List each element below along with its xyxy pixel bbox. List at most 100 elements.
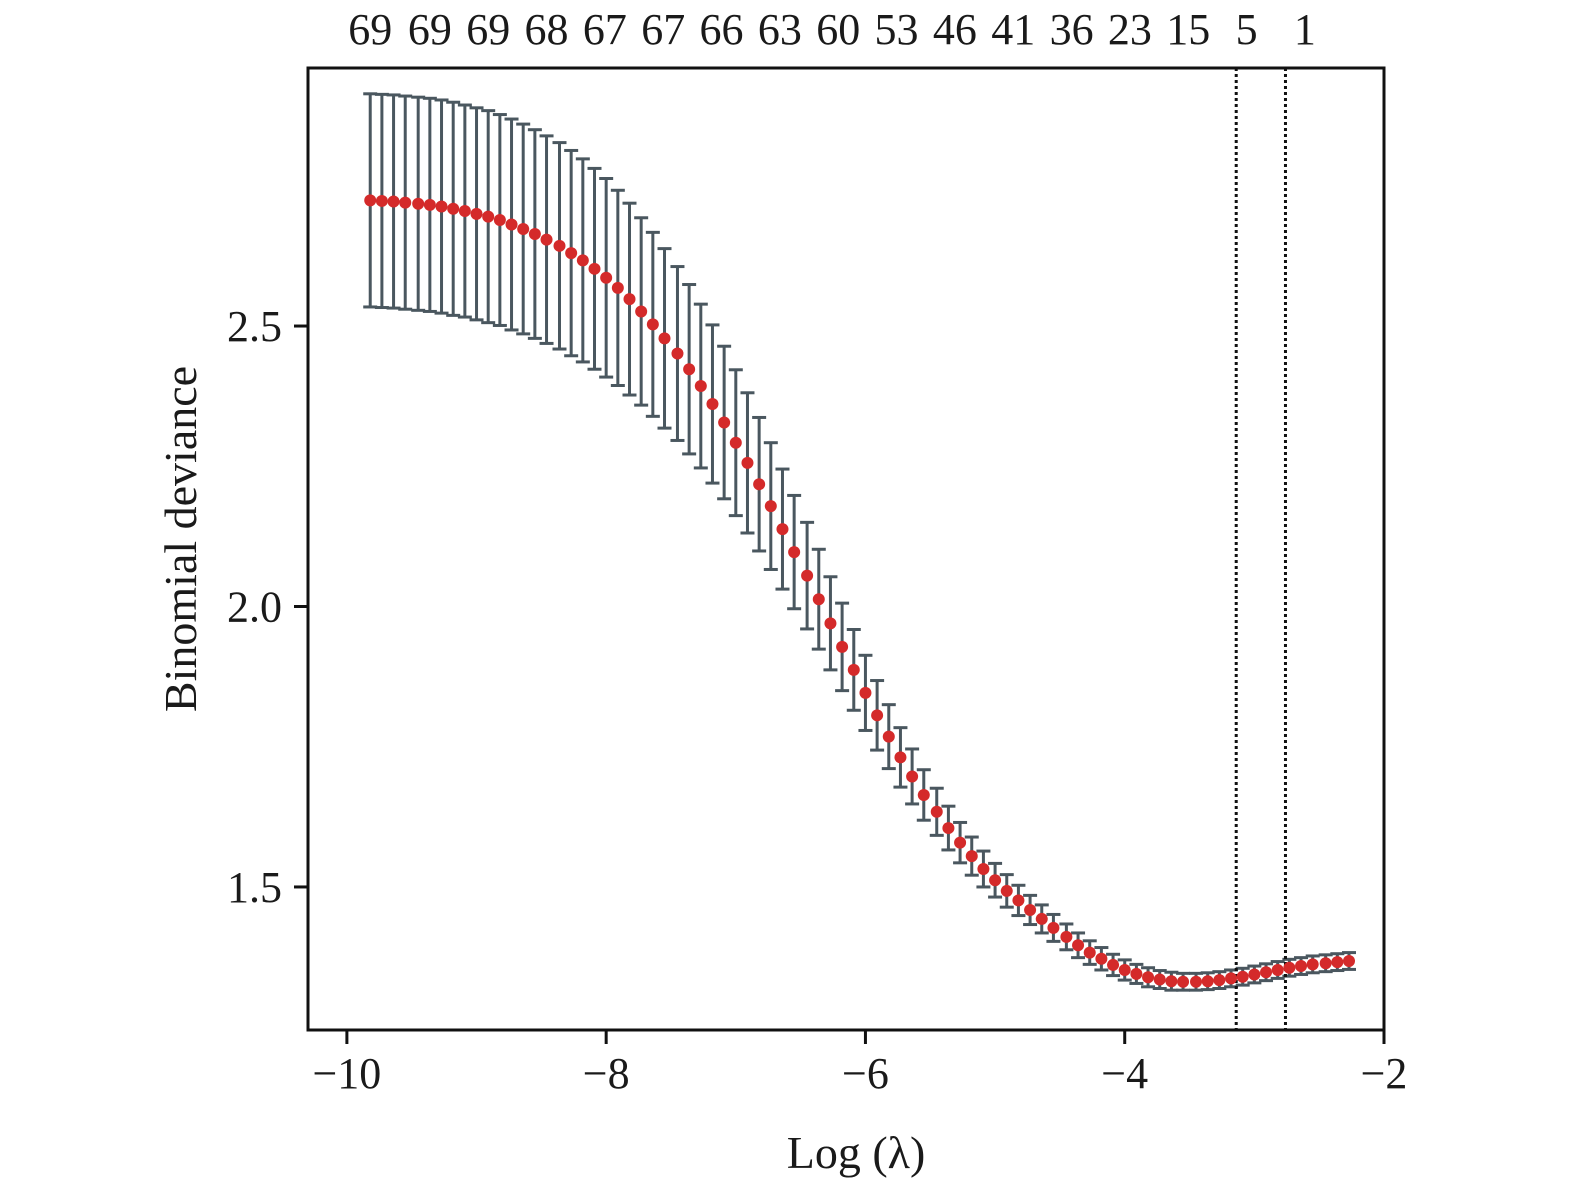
- data-point: [447, 202, 460, 215]
- data-point: [1047, 921, 1060, 934]
- data-point: [683, 363, 696, 376]
- data-point: [1306, 958, 1319, 971]
- data-point: [882, 730, 895, 743]
- data-point: [706, 397, 719, 410]
- data-point: [930, 805, 943, 818]
- data-point: [1107, 958, 1120, 971]
- data-point: [1035, 912, 1048, 925]
- data-point: [989, 874, 1002, 887]
- x-tick-label: −2: [1361, 1049, 1408, 1098]
- data-point: [470, 207, 483, 220]
- data-point: [1319, 957, 1332, 970]
- data-point: [635, 305, 648, 318]
- top-axis-label: 69: [348, 5, 392, 54]
- data-point: [1225, 972, 1238, 985]
- data-point: [694, 380, 707, 393]
- data-point: [836, 640, 849, 653]
- data-point: [942, 822, 955, 835]
- data-point: [741, 456, 754, 469]
- data-point: [1271, 963, 1284, 976]
- top-axis-label: 1: [1294, 5, 1316, 54]
- data-point: [482, 210, 495, 223]
- x-axis-title: Log (λ): [787, 1127, 926, 1178]
- x-tick-label: −8: [583, 1049, 630, 1098]
- top-axis-label: 5: [1236, 5, 1258, 54]
- data-point: [1165, 975, 1178, 988]
- data-point: [718, 416, 731, 429]
- data-point: [364, 194, 377, 207]
- top-axis-label: 15: [1166, 5, 1210, 54]
- data-point: [412, 197, 425, 210]
- data-point: [423, 198, 436, 211]
- y-tick-label: 1.5: [227, 863, 282, 912]
- top-axis-label: 60: [816, 5, 860, 54]
- data-point: [1283, 961, 1296, 974]
- data-point: [458, 205, 471, 218]
- data-point: [801, 569, 814, 582]
- point-layer: [364, 194, 1355, 988]
- reference-line-layer: [1234, 68, 1287, 1030]
- data-point: [1153, 973, 1166, 986]
- x-tick-label: −6: [842, 1049, 889, 1098]
- data-point: [1095, 952, 1108, 965]
- top-axis-label: 53: [875, 5, 919, 54]
- data-point: [611, 281, 624, 294]
- data-point: [399, 196, 412, 209]
- data-point: [1213, 974, 1226, 987]
- data-point: [528, 228, 541, 241]
- data-point: [1130, 967, 1143, 980]
- data-point: [1024, 903, 1037, 916]
- data-point: [1012, 894, 1025, 907]
- data-point: [859, 686, 872, 699]
- data-point: [576, 254, 589, 267]
- top-axis-label: 66: [700, 5, 744, 54]
- data-point: [764, 500, 777, 513]
- top-axis-label: 46: [933, 5, 977, 54]
- top-axis-labels: 69 69 69 68 67 67 66 63 60 53 46 41 36 23 15 5 1: [348, 5, 1316, 54]
- data-point: [565, 247, 578, 260]
- data-point: [553, 239, 566, 252]
- data-point: [1260, 966, 1273, 979]
- data-point: [729, 436, 742, 449]
- data-point: [375, 194, 388, 207]
- data-point: [753, 478, 766, 491]
- x-tick-label: −10: [312, 1049, 381, 1098]
- y-tick-label: 2.0: [227, 582, 282, 631]
- data-point: [658, 332, 671, 345]
- data-point: [1083, 946, 1096, 959]
- top-axis-label: 67: [641, 5, 685, 54]
- data-point: [1342, 955, 1355, 968]
- data-point: [906, 770, 919, 783]
- data-point: [847, 663, 860, 676]
- data-point: [917, 788, 930, 801]
- data-point: [894, 751, 907, 764]
- data-point: [1295, 960, 1308, 973]
- data-point: [788, 546, 801, 559]
- x-axis: −10 −8 −6 −4 −2: [312, 1030, 1407, 1098]
- data-point: [505, 218, 518, 231]
- data-point: [1118, 963, 1131, 976]
- data-point: [1248, 968, 1261, 981]
- data-point: [1060, 930, 1073, 943]
- data-point: [1142, 971, 1155, 984]
- data-point: [954, 836, 967, 849]
- data-point: [1331, 956, 1344, 969]
- x-tick-label: −4: [1101, 1049, 1148, 1098]
- top-axis-label: 63: [758, 5, 802, 54]
- data-point: [387, 195, 400, 208]
- data-point: [965, 850, 978, 863]
- data-point: [1201, 975, 1214, 988]
- data-point: [1177, 975, 1190, 988]
- y-axis-title: Binomial deviance: [155, 366, 206, 712]
- data-point: [871, 709, 884, 722]
- top-axis-label: 69: [408, 5, 452, 54]
- top-axis-label: 67: [583, 5, 627, 54]
- data-point: [623, 293, 636, 306]
- plot-frame: [306, 66, 1386, 1032]
- data-point: [588, 262, 601, 275]
- data-point: [517, 222, 530, 235]
- y-axis: 1.5 2.0 2.5: [227, 302, 308, 912]
- data-point: [671, 347, 684, 360]
